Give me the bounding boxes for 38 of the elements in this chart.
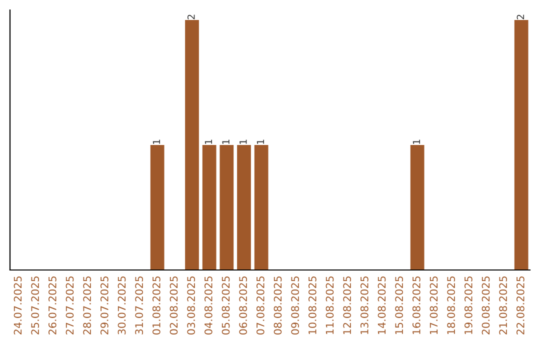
x-tick-label: 04.08.2025: [204, 276, 212, 335]
x-tick-label: 20.08.2025: [482, 276, 490, 334]
x-tick-label: 17.08.2025: [430, 276, 438, 334]
x-tick-label: 07.08.2025: [256, 276, 264, 335]
data-label: 1: [222, 140, 230, 144]
x-tick-label: 05.08.2025: [222, 276, 230, 335]
x-tick-label: 28.07.2025: [83, 276, 92, 334]
data-label: 1: [204, 140, 212, 144]
x-tick-label: 18.08.2025: [447, 276, 456, 334]
x-tick-label: 21.08.2025: [499, 276, 508, 334]
data-label: 2: [187, 14, 195, 20]
x-tick-label: 24.07.2025: [14, 276, 22, 334]
data-label: 1: [412, 140, 420, 144]
x-tick-label: 06.08.2025: [239, 276, 248, 335]
x-tick-label: 14.08.2025: [378, 276, 386, 334]
x-tick-label: 01.08.2025: [152, 276, 160, 335]
x-tick-label: 08.08.2025: [274, 276, 282, 335]
x-tick-label: 19.08.2025: [464, 276, 472, 334]
data-label: 1: [152, 140, 160, 144]
x-tick-label: 13.08.2025: [360, 276, 368, 334]
data-label: 2: [516, 14, 524, 20]
x-tick-label: 16.08.2025: [412, 276, 420, 334]
x-tick-label: 03.08.2025: [187, 276, 196, 335]
data-label: 1: [256, 140, 264, 144]
x-tick-label: 26.07.2025: [48, 276, 56, 334]
x-tick-label: 22.08.2025: [516, 276, 524, 334]
x-tick-label: 02.08.2025: [170, 276, 178, 335]
x-tick-label: 25.07.2025: [31, 276, 40, 334]
x-tick-label: 27.07.2025: [66, 276, 74, 334]
x-tick-label: 30.07.2025: [118, 276, 126, 334]
x-tick-label: 29.07.2025: [100, 276, 108, 334]
x-tick-label: 10.08.2025: [308, 276, 316, 334]
x-tick-label: 31.07.2025: [135, 276, 144, 334]
x-tick-label: 11.08.2025: [326, 276, 334, 334]
x-tick-label: 09.08.2025: [291, 276, 300, 335]
data-label: 1: [240, 140, 247, 144]
x-tick-label: 12.08.2025: [343, 276, 352, 334]
x-tick-label: 15.08.2025: [395, 276, 404, 334]
